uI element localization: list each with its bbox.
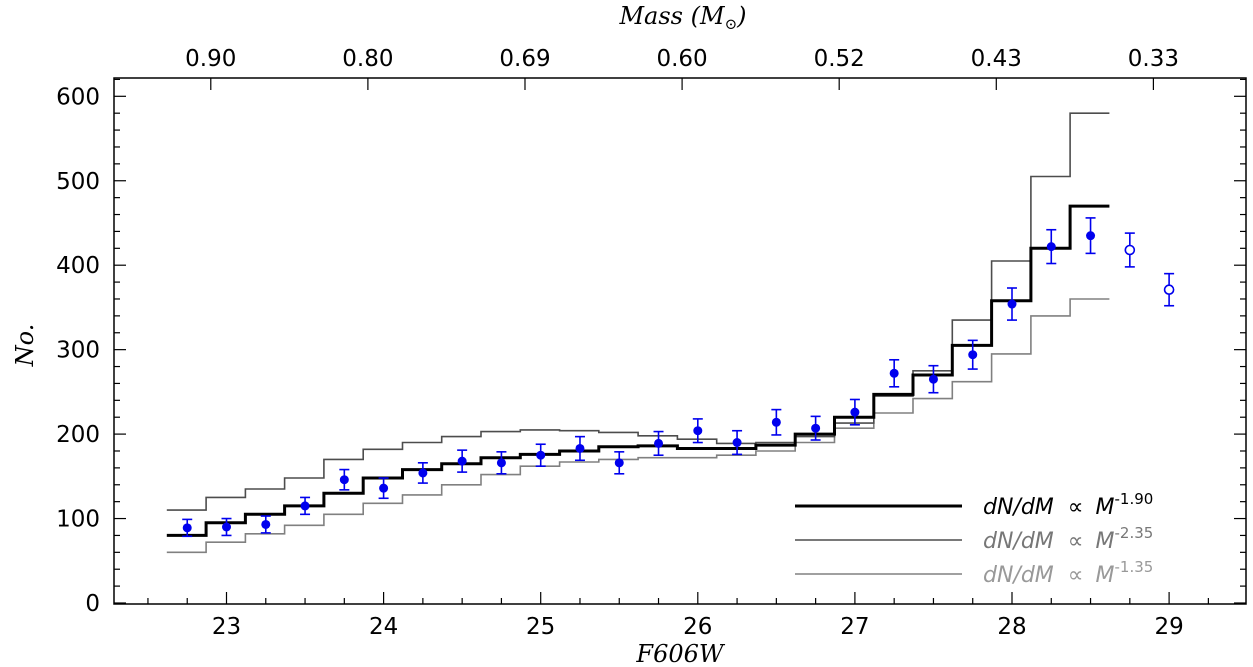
- legend-prefix: dN/dM: [983, 529, 1054, 554]
- data-point: [850, 407, 860, 417]
- data-point: [418, 468, 428, 478]
- data-points: [182, 217, 1175, 538]
- data-point: [811, 423, 821, 433]
- y-axis-title: No.: [11, 324, 39, 368]
- top-tick-label: 0.52: [814, 46, 865, 72]
- top-tick-label: 0.60: [656, 46, 707, 72]
- top-axis-title: Mass (M⊙): [618, 2, 746, 33]
- data-point: [771, 417, 781, 427]
- y-tick-label: 200: [56, 422, 100, 448]
- data-point: [614, 458, 624, 468]
- legend-exp: -1.35: [1114, 558, 1153, 576]
- legend-label-1: dN/dM ∝ M-2.35: [983, 524, 1153, 554]
- data-point: [1086, 231, 1096, 241]
- series-line-1: [166, 112, 1110, 511]
- x-tick-label: 27: [840, 614, 869, 640]
- y-tick-label: 400: [56, 253, 100, 279]
- data-point: [300, 501, 310, 511]
- model-steps: [166, 112, 1110, 554]
- top-axis-title-sub: ⊙: [725, 15, 738, 33]
- top-tick-label: 0.33: [1128, 46, 1179, 72]
- legend-base: M: [1096, 495, 1115, 520]
- y-tick-label: 600: [56, 84, 100, 110]
- y-tick-label: 500: [56, 169, 100, 195]
- data-point: [379, 483, 389, 493]
- legend-label-0: dN/dM ∝ M-1.90: [983, 490, 1153, 520]
- x-tick-label: 26: [683, 614, 712, 640]
- y-tick-label: 0: [85, 591, 100, 617]
- data-point: [222, 522, 231, 532]
- top-tick-label: 0.69: [499, 46, 550, 72]
- data-point: [732, 438, 742, 448]
- data-point: [261, 519, 271, 529]
- x-tick-label: 25: [526, 614, 555, 640]
- series-line-0: [166, 204, 1110, 537]
- data-point: [968, 350, 978, 360]
- data-point: [575, 443, 585, 453]
- plot-frame-group: [113, 77, 1247, 605]
- top-axis-title-main: Mass (M: [618, 2, 726, 30]
- legend-exp: -2.35: [1114, 524, 1153, 542]
- data-point: [889, 368, 899, 378]
- data-point-open: [1163, 284, 1175, 295]
- data-point: [693, 426, 703, 436]
- x-tick-label: 24: [369, 614, 398, 640]
- legend-prefix: dN/dM: [983, 495, 1054, 520]
- data-point: [536, 450, 546, 460]
- y-tick-label: 300: [56, 338, 100, 364]
- series-line-2: [166, 298, 1110, 554]
- legend-prop: ∝: [1068, 563, 1084, 588]
- top-axis-title-close: ): [736, 2, 746, 30]
- data-point: [654, 438, 664, 448]
- legend-prefix: dN/dM: [983, 563, 1054, 588]
- data-point-open: [1124, 244, 1136, 256]
- legend-prop: ∝: [1068, 495, 1084, 520]
- legend-base: M: [1096, 529, 1115, 554]
- legend-exp: -1.90: [1114, 490, 1153, 508]
- x-tick-label: 28: [997, 614, 1026, 640]
- data-point: [1007, 299, 1017, 309]
- legend-prop: ∝: [1068, 529, 1084, 554]
- ticks: 23 24 25 26 27 28 29 0 100 200 300 400 500 600 0.90 0.8…: [56, 46, 1246, 640]
- top-tick-label: 0.80: [342, 46, 393, 72]
- x-axis-title: F606W: [635, 640, 725, 667]
- top-tick-label: 0.90: [185, 46, 236, 72]
- legend-label-2: dN/dM ∝ M-1.35: [983, 558, 1153, 588]
- data-point: [339, 475, 349, 485]
- legend-base: M: [1096, 563, 1115, 588]
- top-tick-label: 0.43: [971, 46, 1022, 72]
- data-point: [182, 523, 192, 533]
- x-tick-label: 23: [212, 614, 241, 640]
- data-point: [928, 374, 938, 384]
- data-point: [1046, 242, 1056, 252]
- data-point: [457, 456, 467, 466]
- y-tick-label: 100: [56, 507, 100, 533]
- plot-frame: [113, 77, 1247, 605]
- x-tick-label: 29: [1154, 614, 1183, 640]
- data-point: [496, 458, 506, 468]
